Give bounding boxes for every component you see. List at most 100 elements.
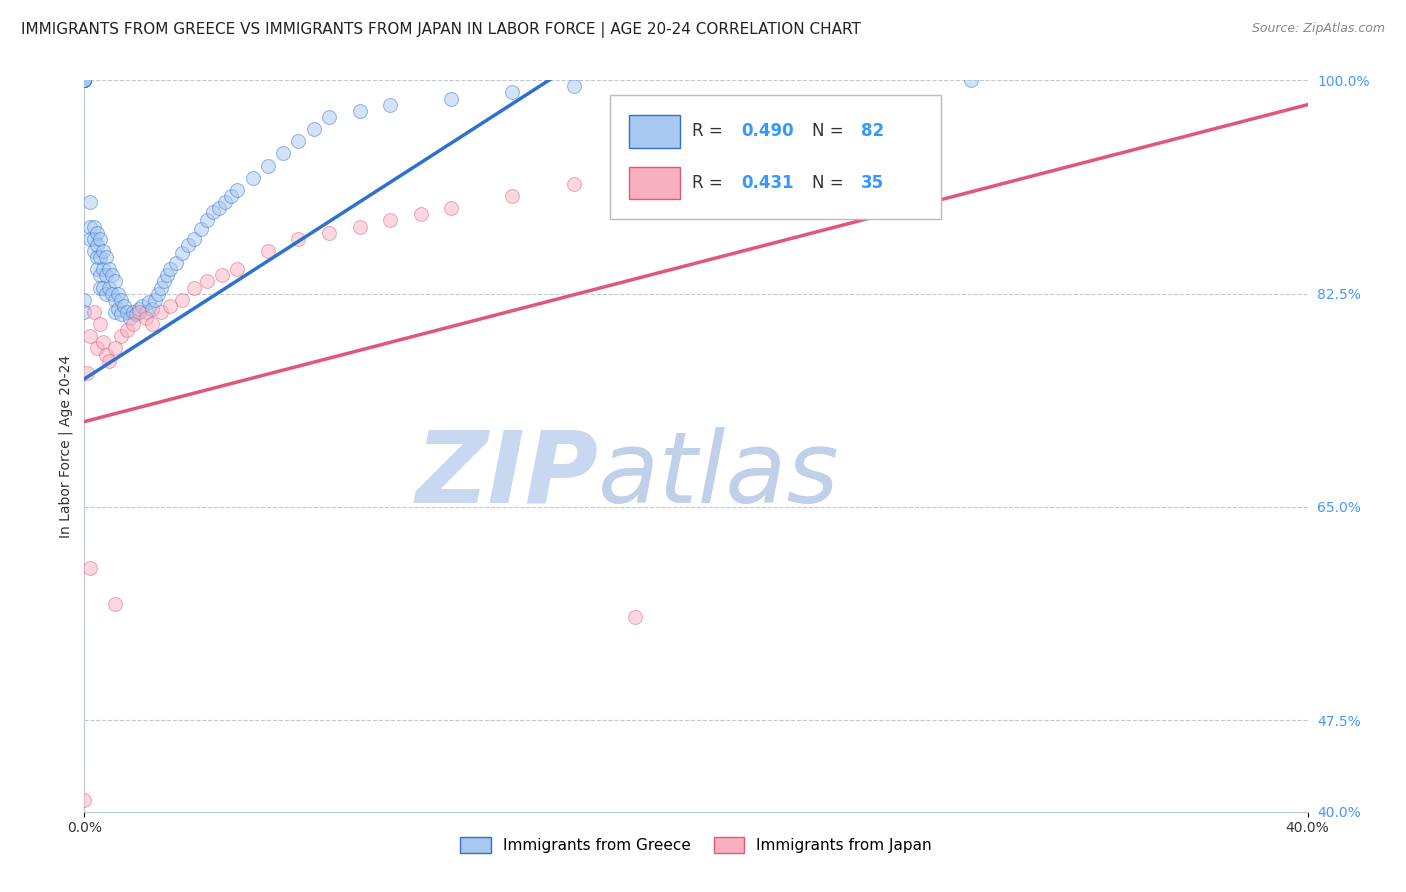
Point [208, 201, 231, 215]
Point [104, 305, 127, 319]
Point [128, 305, 150, 319]
Point [73, 73, 96, 87]
Point [159, 262, 181, 277]
Point [287, 232, 309, 246]
Point [104, 293, 127, 307]
Point [128, 302, 150, 317]
Point [89, 250, 111, 264]
Point [149, 280, 172, 294]
Point [380, 97, 402, 112]
Point [73, 293, 96, 307]
Point [73, 73, 96, 87]
Point [135, 310, 157, 325]
Point [91, 280, 114, 294]
Text: ZIP: ZIP [415, 426, 598, 524]
Point [97, 353, 120, 368]
Point [97, 262, 120, 277]
Point [89, 268, 111, 283]
Text: 82: 82 [860, 122, 884, 140]
Point [172, 246, 194, 260]
Point [409, 207, 432, 221]
Point [94, 286, 117, 301]
Point [73, 73, 96, 87]
Text: N =: N = [813, 122, 849, 140]
Point [149, 305, 172, 319]
Point [94, 347, 117, 362]
Point [141, 317, 163, 331]
Point [110, 329, 132, 343]
Point [302, 122, 325, 136]
Point [107, 302, 129, 317]
Point [79, 195, 101, 210]
Point [73, 73, 96, 87]
Point [226, 183, 249, 197]
Point [73, 305, 96, 319]
Point [143, 293, 166, 307]
Point [146, 286, 169, 301]
Point [440, 201, 463, 215]
Point [83, 219, 105, 234]
Y-axis label: In Labor Force | Age 20-24: In Labor Force | Age 20-24 [59, 354, 73, 538]
Point [89, 232, 111, 246]
Point [107, 286, 129, 301]
Text: R =: R = [692, 122, 728, 140]
Point [86, 238, 108, 252]
Point [165, 256, 187, 270]
Point [122, 317, 145, 331]
Point [624, 609, 647, 624]
Point [73, 73, 96, 87]
Text: Source: ZipAtlas.com: Source: ZipAtlas.com [1251, 22, 1385, 36]
Point [183, 232, 205, 246]
FancyBboxPatch shape [610, 95, 941, 219]
Point [211, 268, 233, 283]
Point [89, 280, 111, 294]
FancyBboxPatch shape [628, 115, 681, 147]
Point [86, 250, 108, 264]
Point [960, 73, 983, 87]
Point [138, 295, 160, 310]
Point [73, 792, 96, 806]
Point [440, 92, 463, 106]
Text: IMMIGRANTS FROM GREECE VS IMMIGRANTS FROM JAPAN IN LABOR FORCE | AGE 20-24 CORRE: IMMIGRANTS FROM GREECE VS IMMIGRANTS FRO… [21, 22, 860, 38]
Point [120, 310, 142, 325]
Point [201, 205, 224, 219]
Point [110, 293, 132, 307]
Point [349, 219, 371, 234]
Point [287, 134, 309, 148]
Point [502, 86, 524, 100]
Point [101, 268, 124, 283]
Point [214, 195, 236, 210]
Point [86, 226, 108, 240]
Point [91, 244, 114, 258]
Point [562, 177, 585, 191]
Point [79, 561, 101, 575]
Text: 0.490: 0.490 [741, 122, 794, 140]
Point [159, 299, 181, 313]
Text: N =: N = [813, 174, 849, 192]
Point [257, 159, 280, 173]
Point [156, 268, 179, 283]
Point [79, 232, 101, 246]
Point [226, 262, 249, 277]
Point [153, 275, 176, 289]
Point [380, 213, 402, 227]
Point [91, 262, 114, 277]
Point [83, 305, 105, 319]
Point [73, 73, 96, 87]
Point [318, 226, 340, 240]
Point [271, 146, 294, 161]
Point [86, 342, 108, 356]
Point [318, 110, 340, 124]
Point [242, 170, 264, 185]
Point [110, 307, 132, 321]
Point [115, 323, 138, 337]
Point [122, 305, 145, 319]
Point [91, 335, 114, 350]
FancyBboxPatch shape [628, 167, 681, 199]
Point [112, 299, 135, 313]
Point [195, 213, 218, 227]
Point [183, 280, 205, 294]
Text: R =: R = [692, 174, 728, 192]
Text: 35: 35 [860, 174, 884, 192]
Point [349, 103, 371, 118]
